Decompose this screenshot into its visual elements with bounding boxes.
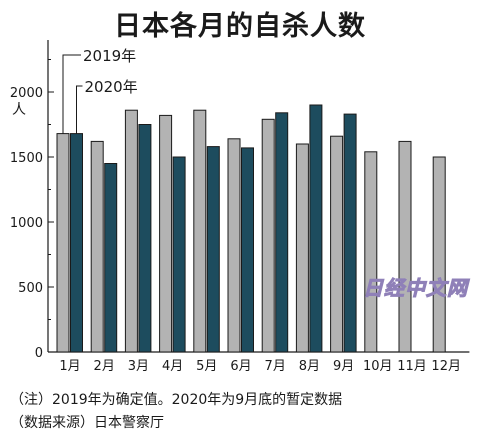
x-tick-label: 6月: [230, 359, 251, 374]
bar-2020: [241, 147, 254, 353]
bar-2019: [90, 140, 104, 353]
x-tick-label: 10月: [363, 359, 393, 374]
bar-2020: [343, 113, 357, 353]
bar-2019: [261, 118, 275, 353]
footnote: （注）2019年为确定值。2020年为9月底的暂定数据: [10, 392, 343, 408]
bar-2019: [295, 143, 309, 353]
x-tick-label: 11月: [397, 359, 427, 374]
y-axis-unit: 人: [12, 102, 26, 118]
bar-2020: [206, 146, 220, 353]
bar-2020: [309, 104, 323, 353]
x-tick-label: 8月: [299, 359, 320, 374]
bar-2019: [330, 135, 344, 353]
bar-2020: [275, 112, 289, 353]
bar-2020: [172, 156, 186, 353]
y-tick-label: 1000: [10, 216, 43, 231]
x-tick-label: 2月: [94, 359, 115, 374]
x-tick-label: 7月: [265, 359, 286, 374]
x-tick-label: 4月: [162, 359, 183, 374]
x-tick-label: 1月: [59, 359, 80, 374]
bar-2019: [432, 156, 446, 353]
y-tick-label: 0: [35, 346, 43, 361]
bar-2019: [398, 140, 412, 353]
x-tick-label: 5月: [196, 359, 217, 374]
watermark-logo: 日经中文网: [363, 276, 468, 301]
y-tick-label: 2000: [10, 86, 43, 101]
legend-leader-2019: [62, 54, 81, 134]
y-tick-label: 500: [18, 281, 43, 296]
x-tick-label: 12月: [431, 359, 461, 374]
bar-2019: [364, 151, 378, 353]
legend-label-2019: 2019年: [83, 47, 136, 65]
bar-2019: [227, 138, 241, 353]
bar-2020: [138, 124, 152, 353]
legend-label-2020: 2020年: [85, 78, 138, 96]
x-tick-label: 9月: [333, 359, 354, 374]
y-tick-label: 1500: [10, 151, 43, 166]
bar-2019: [124, 109, 138, 353]
bar-2020: [70, 133, 83, 353]
x-tick-label: 3月: [128, 359, 149, 374]
legend-leader-2020: [76, 85, 83, 134]
source-note: （数据来源）日本警察厅: [10, 415, 164, 431]
chart-title: 日本各月的自杀人数: [114, 11, 366, 42]
bar-2019: [193, 109, 207, 353]
bar-2019: [56, 133, 70, 353]
bar-2019: [159, 114, 173, 353]
bar-2020: [104, 163, 118, 353]
